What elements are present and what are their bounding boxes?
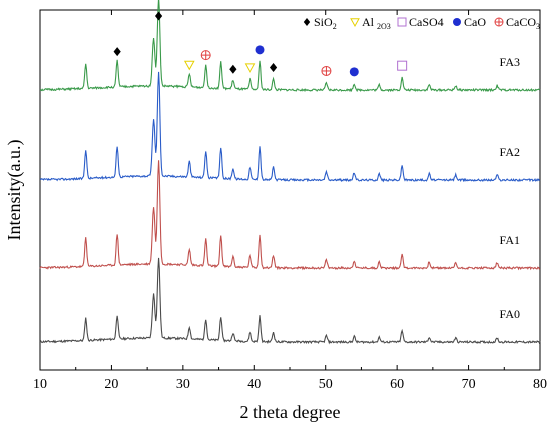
legend: SiO2 Al 2O3 CaSO4 CaO CaCO3 — [303, 15, 540, 31]
phase-marker-diamond — [154, 11, 163, 21]
plot-frame — [39, 9, 541, 371]
series-line-fa0 — [39, 257, 541, 345]
x-axis: 10 20 30 40 50 60 70 80 — [33, 10, 547, 392]
phase-marker-triangle-down — [244, 63, 256, 73]
x-tick-label-40: 40 — [247, 377, 261, 392]
y-axis-title: Intensity(a.u.) — [4, 140, 25, 241]
legend-symbol-circle — [453, 18, 461, 26]
phase-marker-diamond — [229, 64, 237, 74]
x-tick-label-70: 70 — [462, 377, 476, 392]
series-label-fa2: FA2 — [500, 145, 520, 159]
series-label-fa3: FA3 — [500, 55, 520, 69]
phase-marker-circle — [349, 67, 359, 77]
x-tick-label-20: 20 — [104, 377, 118, 392]
series-line-fa3 — [39, 0, 541, 93]
x-tick-label-10: 10 — [33, 377, 47, 392]
legend-item-2: CaSO4 — [397, 15, 444, 29]
legend-item-0: SiO2 — [303, 15, 337, 31]
series-labels-group: FA0 FA1 FA2 FA3 — [500, 55, 520, 321]
legend-item-4: CaCO3 — [494, 15, 540, 31]
legend-symbol-triangle-down — [350, 18, 360, 28]
series-label-fa1: FA1 — [500, 233, 520, 247]
legend-item-1: Al 2O3 — [350, 15, 391, 31]
legend-label: Al 2O3 — [362, 15, 391, 31]
series-label-fa0: FA0 — [500, 307, 520, 321]
legend-symbol-circle-plus — [494, 17, 504, 27]
phase-marker-diamond — [269, 62, 278, 72]
series-line-fa1 — [39, 160, 541, 271]
series-line-fa2 — [39, 71, 541, 183]
phase-marker-circle-plus — [321, 65, 332, 76]
legend-label: CaO — [464, 15, 486, 29]
phase-markers-group — [113, 11, 408, 77]
x-axis-title: 2 theta degree — [240, 402, 341, 422]
phase-marker-circle-plus — [200, 50, 211, 61]
curves-group — [39, 0, 541, 345]
legend-label: CaSO4 — [409, 15, 444, 29]
phase-marker-square — [397, 60, 408, 71]
legend-label: CaCO3 — [506, 15, 540, 31]
legend-item-3: CaO — [453, 15, 486, 29]
legend-label: SiO2 — [314, 15, 337, 31]
x-tick-label-80: 80 — [533, 377, 547, 392]
x-tick-label-30: 30 — [176, 377, 190, 392]
x-tick-label-50: 50 — [319, 377, 333, 392]
legend-symbol-square — [397, 17, 407, 27]
legend-symbol-diamond — [303, 18, 311, 26]
phase-marker-circle — [255, 45, 265, 55]
phase-marker-triangle-down — [183, 60, 195, 71]
x-tick-label-60: 60 — [390, 377, 404, 392]
phase-marker-diamond — [113, 47, 121, 57]
